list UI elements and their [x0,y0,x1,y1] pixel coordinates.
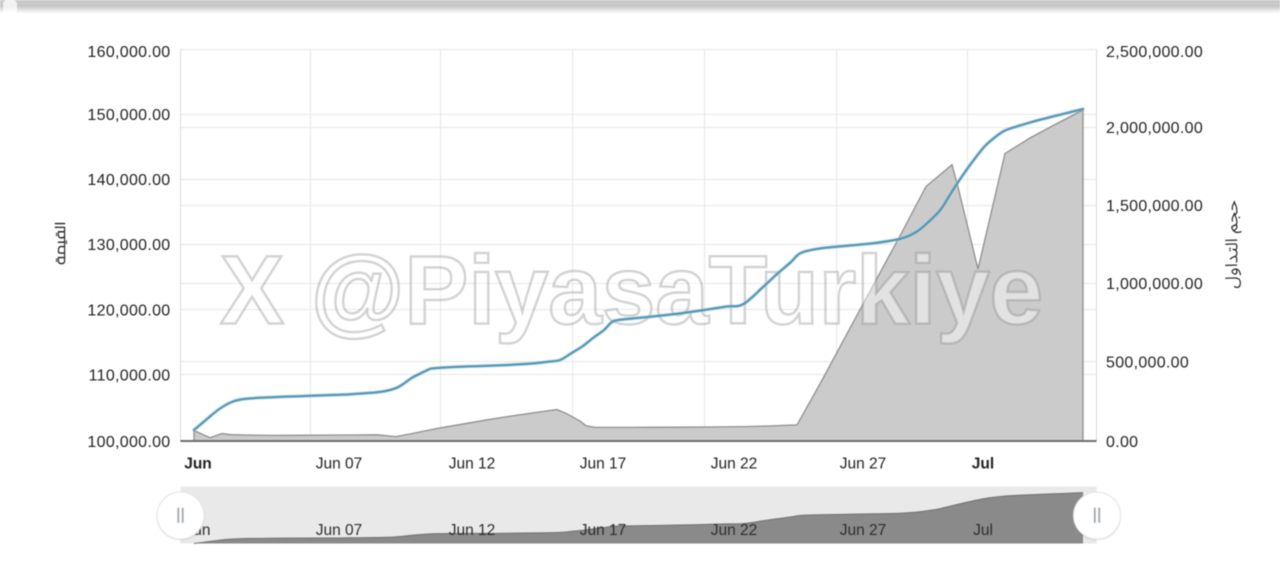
svg-text:100,000.00: 100,000.00 [87,434,170,451]
svg-text:Jun 17: Jun 17 [580,455,627,472]
svg-text:Jun 12: Jun 12 [449,522,496,539]
svg-text:Jun 17: Jun 17 [580,522,627,539]
svg-text:Jun 27: Jun 27 [840,455,887,472]
svg-text:Jun 27: Jun 27 [840,522,887,539]
svg-text:X @PiyasaTurkiye: X @PiyasaTurkiye [220,236,1043,345]
svg-text:2,000,000.00: 2,000,000.00 [1106,120,1203,137]
svg-text:2,500,000.00: 2,500,000.00 [1106,44,1203,61]
svg-text:0.00: 0.00 [1106,434,1138,451]
svg-text:130,000.00: 130,000.00 [87,237,170,254]
svg-text:Jun 22: Jun 22 [711,455,758,472]
svg-text:110,000.00: 110,000.00 [89,367,171,384]
svg-text:Jul: Jul [973,522,993,539]
svg-text:Jun 22: Jun 22 [711,522,758,539]
svg-text:150,000.00: 150,000.00 [87,107,170,124]
svg-text:Jun 07: Jun 07 [316,455,363,472]
svg-text:Jun 12: Jun 12 [449,455,496,472]
svg-text:Jun: Jun [184,455,212,472]
svg-text:140,000.00: 140,000.00 [87,172,170,189]
svg-text:Jul: Jul [972,455,994,472]
svg-text:160,000.00: 160,000.00 [87,44,170,61]
svg-text:Jun 07: Jun 07 [316,522,363,539]
svg-text:1,500,000.00: 1,500,000.00 [1106,198,1203,215]
svg-text:500,000.00: 500,000.00 [1106,354,1189,371]
svg-text:1,000,000.00: 1,000,000.00 [1106,276,1203,293]
svg-text:120,000.00: 120,000.00 [87,302,170,319]
